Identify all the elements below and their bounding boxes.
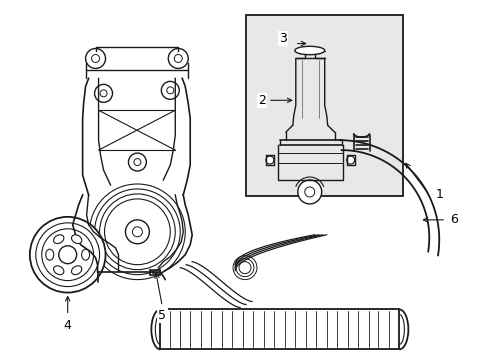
Circle shape — [94, 84, 112, 102]
Circle shape — [59, 246, 77, 264]
Circle shape — [161, 81, 179, 99]
Circle shape — [166, 87, 173, 94]
Ellipse shape — [46, 249, 54, 260]
Circle shape — [134, 159, 141, 166]
Circle shape — [168, 49, 188, 68]
Ellipse shape — [71, 266, 81, 275]
Circle shape — [128, 153, 146, 171]
Circle shape — [265, 156, 273, 164]
Text: 2: 2 — [258, 94, 265, 107]
Circle shape — [91, 54, 100, 62]
Ellipse shape — [71, 235, 81, 244]
Ellipse shape — [54, 235, 64, 244]
Text: 4: 4 — [63, 319, 71, 332]
Ellipse shape — [54, 266, 64, 275]
Circle shape — [304, 187, 314, 197]
Circle shape — [100, 90, 107, 97]
Ellipse shape — [81, 249, 89, 260]
Bar — [160, 310, 399, 349]
Circle shape — [132, 227, 142, 237]
Text: 1: 1 — [434, 188, 442, 202]
Circle shape — [85, 49, 105, 68]
Circle shape — [174, 54, 182, 62]
Text: 6: 6 — [449, 213, 457, 226]
Text: 5: 5 — [158, 309, 166, 322]
Bar — [245, 15, 403, 196]
Circle shape — [297, 180, 321, 204]
Ellipse shape — [294, 46, 324, 55]
Circle shape — [346, 156, 354, 164]
Text: 3: 3 — [278, 32, 286, 45]
Circle shape — [125, 220, 149, 244]
Circle shape — [30, 217, 105, 293]
